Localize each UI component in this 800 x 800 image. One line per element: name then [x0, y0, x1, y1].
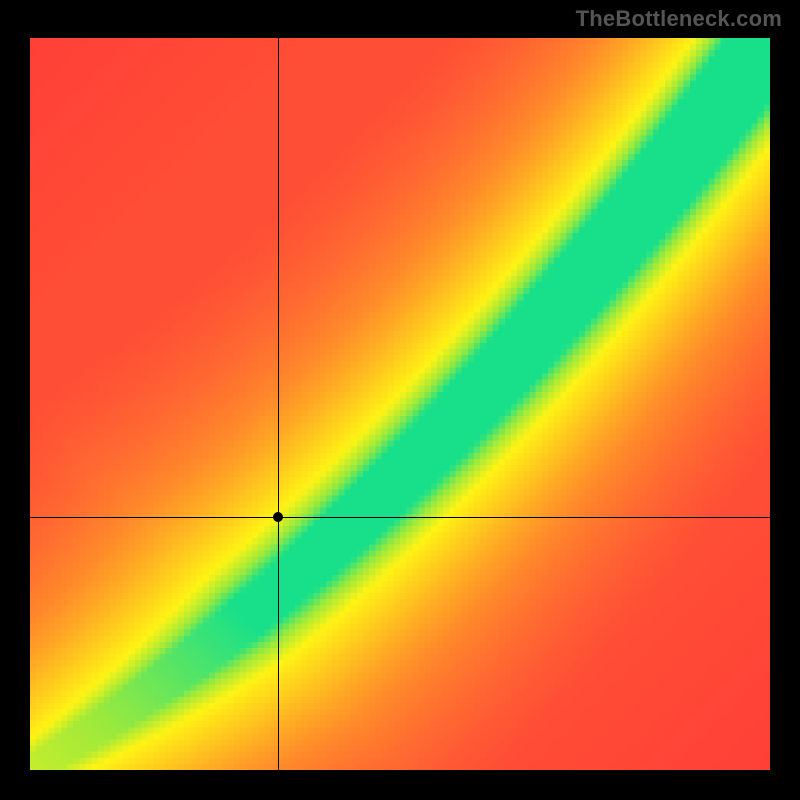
bottleneck-marker: [273, 512, 283, 522]
plot-area: [30, 38, 770, 770]
watermark-text: TheBottleneck.com: [576, 6, 782, 32]
crosshair-vertical: [278, 38, 279, 770]
stage: TheBottleneck.com: [0, 0, 800, 800]
heatmap-canvas: [30, 38, 770, 770]
crosshair-horizontal: [30, 517, 770, 518]
